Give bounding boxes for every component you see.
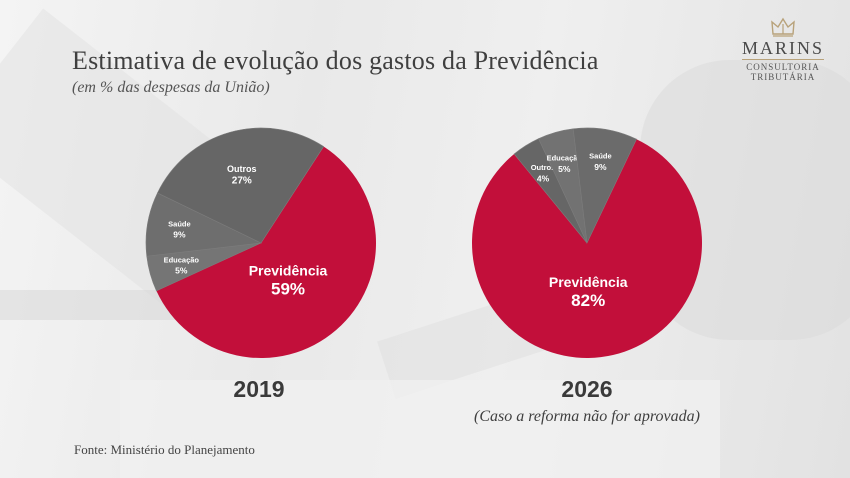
slice-2026-saúde [572,127,637,245]
scenario-note: (Caso a reforma não for aprovada) [474,408,700,425]
marins-logo: MARINS CONSULTORIA TRIBUTÁRIA [728,16,838,82]
slice-label-2019-saúde: Saúde [168,219,191,228]
page-subtitle: (em % das despesas da União) [72,79,270,96]
slice-value-2026-educação: 5% [558,164,571,174]
slice-value-2019-outros: 27% [232,175,252,186]
slice-value-2026-outros: 4% [537,173,550,183]
year-label-2019: 2019 [233,376,285,402]
slice-label-2026-educação: Educação [547,154,583,163]
slice-label-2019-previdência: Previdência [249,263,328,279]
logo-line1: CONSULTORIA [746,62,820,72]
slice-label-2026-outros: Outros [531,163,556,172]
slice-2019-outros [157,127,325,244]
slice-2019-previdência [156,146,377,359]
slice-value-2019-educação: 5% [175,266,188,276]
page-title: Estimativa de evolução dos gastos da Pre… [72,46,599,75]
slice-2026-previdência [472,139,703,358]
slice-label-2026-saúde: Saúde [589,151,612,160]
slice-label-2019-educação: Educação [164,255,200,264]
slice-label-2019-outros: Outros [227,164,257,174]
logo-name: MARINS [741,38,824,60]
year-label-2026: 2026 [561,376,613,402]
slice-value-2019-saúde: 9% [173,230,186,240]
slice-value-2026-previdência: 82% [571,291,605,310]
logo-line2: TRIBUTÁRIA [750,72,816,82]
slice-value-2026-saúde: 9% [594,162,607,172]
source-footnote: Fonte: Ministério do Planejamento [74,442,255,457]
slice-label-2026-previdência: Previdência [549,274,628,290]
crown-icon [771,17,795,37]
slice-value-2019-previdência: 59% [271,280,305,299]
